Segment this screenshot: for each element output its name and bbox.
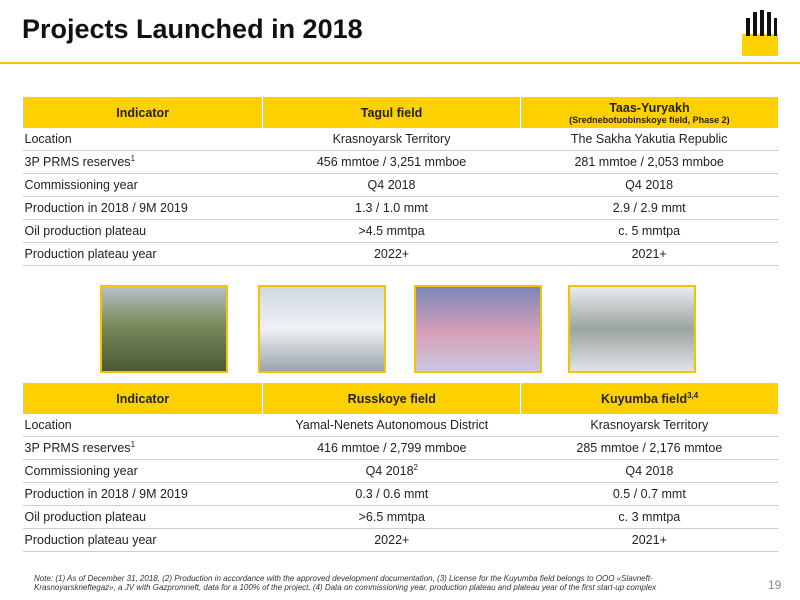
row: Production plateau year 2022+ 2021+ xyxy=(22,528,778,552)
cell: Production in 2018 / 9M 2019 xyxy=(22,482,263,506)
cell: Production in 2018 / 9M 2019 xyxy=(22,196,263,220)
logo xyxy=(742,10,778,56)
cell: The Sakha Yakutia Republic xyxy=(520,128,778,151)
cell-text: 3P PRMS reserves xyxy=(24,155,131,170)
cell: c. 3 mmtpa xyxy=(520,505,778,529)
superscript: 3,4 xyxy=(687,390,699,400)
photo xyxy=(568,285,696,373)
header-cell: Tagul field xyxy=(262,97,521,128)
photo xyxy=(100,285,228,373)
cell-text: Kuyumba field xyxy=(600,392,688,407)
cell: 2022+ xyxy=(262,528,521,552)
row: Commissioning year Q4 2018 Q4 2018 xyxy=(22,173,778,197)
header-row: Indicator Tagul field Taas-Yuryakh (Sredneb… xyxy=(21,97,778,128)
row: 3P PRMS reserves1 456 mmtoe / 3,251 mmboe… xyxy=(22,150,778,174)
cell: Q4 2018 xyxy=(520,173,778,197)
cell: 0.5 / 0.7 mmt xyxy=(520,482,778,506)
cell-text: 3P PRMS reserves xyxy=(24,441,131,456)
cell: Q4 2018 xyxy=(262,173,521,197)
page-number: 19 xyxy=(768,578,782,592)
cell: Oil production plateau xyxy=(22,219,263,243)
cell: 2022+ xyxy=(262,242,521,266)
header-cell: Indicator xyxy=(21,383,263,414)
cell: 2021+ xyxy=(520,528,778,552)
row: Location Krasnoyarsk Territory The Sakha Y… xyxy=(22,128,778,151)
photo xyxy=(414,285,542,373)
cell: Q4 20182 xyxy=(262,459,521,483)
divider xyxy=(0,62,800,64)
cell: Production plateau year xyxy=(22,242,263,266)
table: Indicator Tagul field Taas-Yuryakh (Sredneb… xyxy=(21,97,778,266)
cell: Yamal-Nenets Autonomous District xyxy=(262,414,521,437)
cell: Commissioning year xyxy=(22,459,263,483)
superscript: 1 xyxy=(130,440,136,450)
title: Projects Launched in 2018 xyxy=(22,14,363,44)
cell: 3P PRMS reserves1 xyxy=(22,436,263,460)
cell: >4.5 mmtpa xyxy=(262,219,521,243)
cell: Q4 2018 xyxy=(520,459,778,483)
cell: >6.5 mmtpa xyxy=(262,505,521,529)
row: Oil production plateau >4.5 mmtpa c. 5 mmt… xyxy=(22,219,778,243)
cell: 1.3 / 1.0 mmt xyxy=(262,196,521,220)
cell: 2021+ xyxy=(520,242,778,266)
footnote: Note: (1) As of December 31, 2018, (2) P… xyxy=(34,574,657,592)
header-row: Indicator Russkoye field Kuyumba field3,4 xyxy=(21,383,778,414)
cell: 3P PRMS reserves1 xyxy=(22,150,263,174)
cell: Production plateau year xyxy=(22,528,263,552)
subtitle: (Srednebotuobinskoye field, Phase 2) xyxy=(569,114,730,125)
cell: Oil production plateau xyxy=(22,505,263,529)
cell: c. 5 mmtpa xyxy=(520,219,778,243)
row: Oil production plateau >6.5 mmtpa c. 3 mmt… xyxy=(22,505,778,529)
cell: Commissioning year xyxy=(22,173,263,197)
cell: Location xyxy=(22,414,263,437)
photo xyxy=(258,285,386,373)
cell: 456 mmtoe / 3,251 mmboe xyxy=(262,150,521,174)
row: Production in 2018 / 9M 2019 1.3 / 1.0 mm… xyxy=(22,196,778,220)
cell: 416 mmtoe / 2,799 mmboe xyxy=(262,436,521,460)
header-cell: Taas-Yuryakh (Srednebotuobinskoye field, … xyxy=(519,97,778,128)
cell: 281 mmtoe / 2,053 mmboe xyxy=(520,150,778,174)
cell-text: Taas-Yuryakh xyxy=(609,100,690,115)
row: Location Yamal-Nenets Autonomous District… xyxy=(22,414,778,437)
row: Commissioning year Q4 20182 Q4 2018 xyxy=(22,459,778,483)
header-cell: Russkoye field xyxy=(262,383,521,414)
superscript: 2 xyxy=(413,463,418,473)
cell: Krasnoyarsk Territory xyxy=(262,128,521,151)
row: Production plateau year 2022+ 2021+ xyxy=(22,242,778,266)
table: Indicator Russkoye field Kuyumba field3,4 L… xyxy=(21,383,778,552)
cell: 2.9 / 2.9 mmt xyxy=(520,196,778,220)
cell: 0.3 / 0.6 mmt xyxy=(262,482,521,506)
cell: 285 mmtoe / 2,176 mmtoe xyxy=(520,436,778,460)
header-cell: Kuyumba field3,4 xyxy=(520,383,778,414)
cell: Location xyxy=(22,128,263,151)
header-cell: Indicator xyxy=(21,97,263,128)
row: 3P PRMS reserves1 416 mmtoe / 2,799 mmboe… xyxy=(22,436,778,460)
row: Production in 2018 / 9M 2019 0.3 / 0.6 mm… xyxy=(22,482,778,506)
cell-text: Q4 2018 xyxy=(365,464,414,479)
cell: Krasnoyarsk Territory xyxy=(520,414,778,437)
superscript: 1 xyxy=(130,154,136,164)
